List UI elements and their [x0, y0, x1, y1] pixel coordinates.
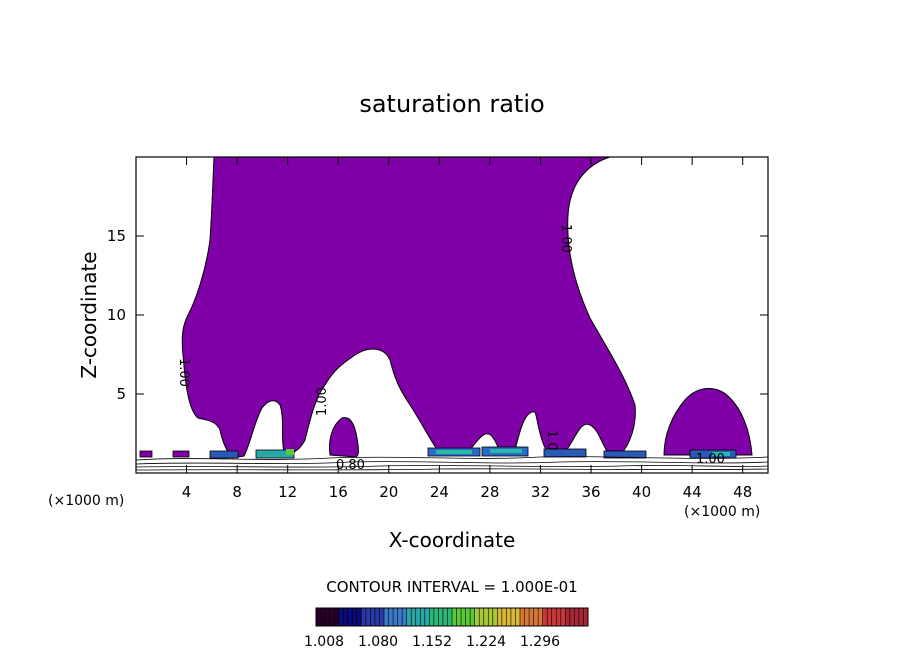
- x-tick-label: 36: [581, 483, 600, 501]
- x-tick-label: 8: [232, 483, 242, 501]
- x-units-left: (×1000 m): [48, 493, 124, 509]
- colorbar-ticks: 1.008 1.080 1.152 1.224 1.296: [304, 634, 560, 650]
- colorbar-swatch: [338, 608, 362, 626]
- colorbar-swatch: [565, 608, 589, 626]
- x-tick-label: 32: [531, 483, 550, 501]
- contour-label: 1.00: [558, 224, 573, 253]
- colorbar: [315, 607, 589, 627]
- colorbar-swatch: [497, 608, 521, 626]
- contour-interval-text: CONTOUR INTERVAL = 1.000E-01: [326, 578, 577, 596]
- x-tick-label: 40: [632, 483, 651, 501]
- colorbar-tick-label: 1.080: [358, 634, 398, 650]
- x-tick-label: 20: [379, 483, 398, 501]
- low-patch: [490, 449, 522, 453]
- colorbar-swatch: [406, 608, 430, 626]
- colorbar-tick-label: 1.152: [412, 634, 452, 650]
- low-patch: [712, 452, 730, 456]
- y-tick-label: 10: [107, 306, 126, 324]
- saturated-region-right-bump: [663, 388, 753, 456]
- x-units-right: (×1000 m): [684, 504, 760, 520]
- saturated-region-center-bump: [329, 417, 359, 458]
- colorbar-swatch: [429, 608, 453, 626]
- low-patch: [603, 450, 647, 459]
- x-tick-label: 4: [182, 483, 192, 501]
- contour-labels: 1.00 1.00 1.00 1.0 0.80 1.00: [176, 224, 725, 473]
- low-patch: [436, 450, 472, 454]
- x-tick-label: 44: [683, 483, 702, 501]
- colorbar-frame: [315, 607, 589, 627]
- y-axis-ticks: 5 10 15: [107, 227, 768, 403]
- low-patch: [139, 450, 153, 458]
- colorbar-swatch: [520, 608, 544, 626]
- x-axis-label: X-coordinate: [389, 528, 516, 552]
- y-tick-label: 15: [107, 227, 126, 245]
- colorbar-swatch: [361, 608, 385, 626]
- colorbar-swatch: [384, 608, 408, 626]
- colorbar-swatch: [474, 608, 498, 626]
- low-patch: [286, 449, 294, 455]
- x-tick-label: 12: [278, 483, 297, 501]
- colorbar-swatch: [542, 608, 566, 626]
- x-tick-label: 48: [733, 483, 752, 501]
- plot-area: 1.00 1.00 1.00 1.0 0.80 1.00 4 8 12 16 20 24 2…: [107, 156, 769, 501]
- y-axis-label: Z-coordinate: [77, 251, 101, 378]
- x-tick-label: 24: [430, 483, 449, 501]
- contour-label: 1.00: [315, 387, 330, 416]
- contour-label: 1.00: [696, 452, 725, 467]
- contour-label: 0.80: [336, 458, 365, 473]
- contour-label: 1.00: [176, 358, 191, 387]
- colorbar-swatch: [452, 608, 476, 626]
- chart-title: saturation ratio: [359, 90, 544, 118]
- x-axis-ticks: 4 8 12 16 20 24 28 32 36 40 44 48: [182, 157, 752, 501]
- colorbar-swatch: [316, 608, 340, 626]
- colorbar-tick-label: 1.224: [466, 634, 506, 650]
- y-tick-label: 5: [116, 385, 126, 403]
- x-tick-label: 28: [480, 483, 499, 501]
- colorbar-tick-label: 1.296: [520, 634, 560, 650]
- x-tick-label: 16: [329, 483, 348, 501]
- low-patch: [209, 450, 239, 459]
- low-patch: [172, 450, 190, 458]
- low-level-patches: [139, 446, 737, 459]
- colorbar-tick-label: 1.008: [304, 634, 344, 650]
- near-surface-contours: [135, 456, 769, 471]
- saturated-region-main: [181, 156, 636, 459]
- contour-label: 1.0: [544, 430, 559, 451]
